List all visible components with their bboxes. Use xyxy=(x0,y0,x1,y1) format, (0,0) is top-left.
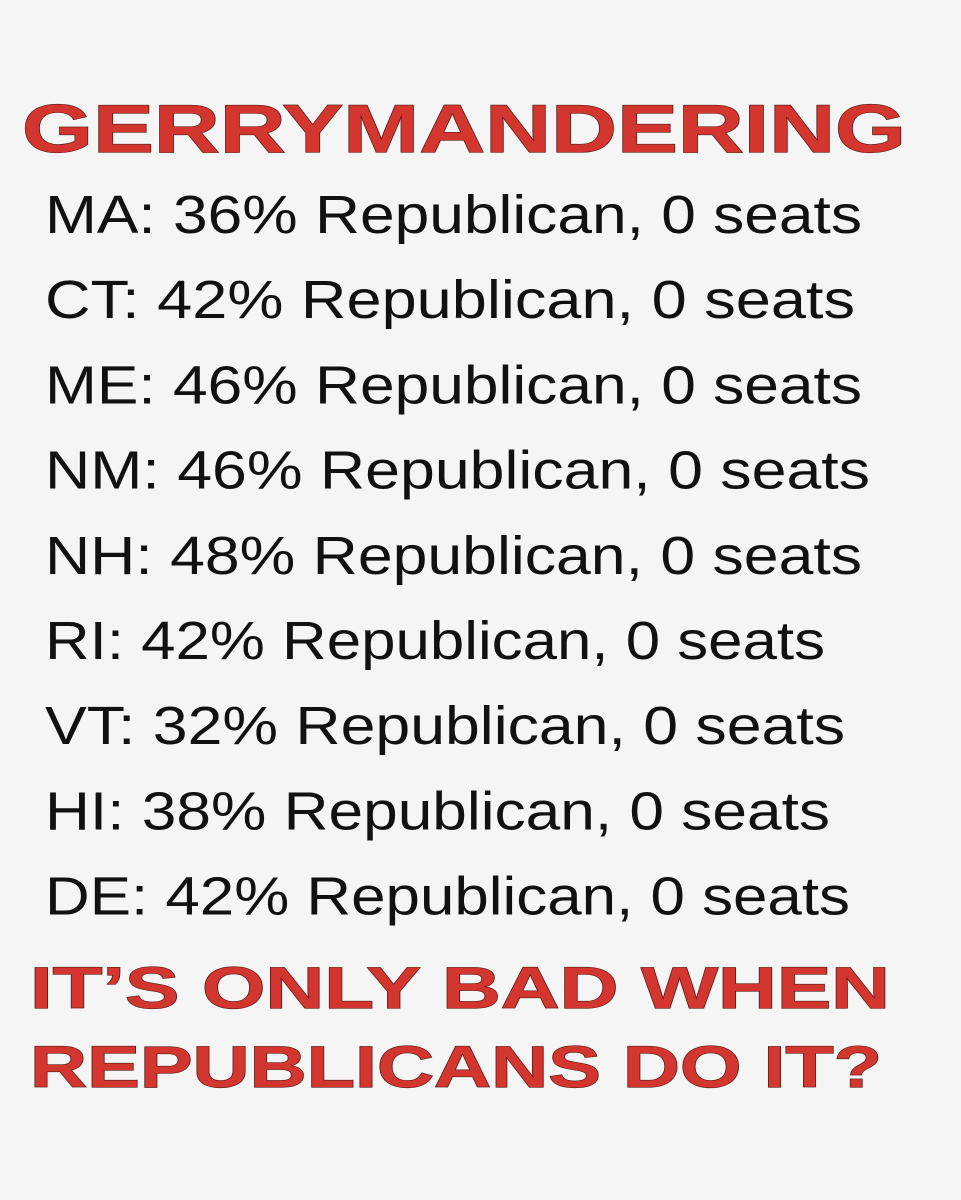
title: GERRYMANDERING xyxy=(22,91,906,167)
state-line: CT: 42% Republican, 0 seats xyxy=(45,270,855,330)
state-line: NM: 46% Republican, 0 seats xyxy=(45,441,870,501)
state-line: ME: 46% Republican, 0 seats xyxy=(45,355,862,415)
state-line: HI: 38% Republican, 0 seats xyxy=(45,781,830,841)
footer-line: REPUBLICANS DO IT? xyxy=(30,1035,882,1100)
state-line: MA: 36% Republican, 0 seats xyxy=(45,185,862,245)
footer-line: IT’S ONLY BAD WHEN xyxy=(30,956,890,1021)
state-line: NH: 48% Republican, 0 seats xyxy=(45,526,862,586)
state-line: DE: 42% Republican, 0 seats xyxy=(45,867,850,927)
state-line: RI: 42% Republican, 0 seats xyxy=(45,611,825,671)
state-line: VT: 32% Republican, 0 seats xyxy=(45,696,845,756)
state-list: MA: 36% Republican, 0 seats CT: 42% Repub… xyxy=(45,185,870,927)
